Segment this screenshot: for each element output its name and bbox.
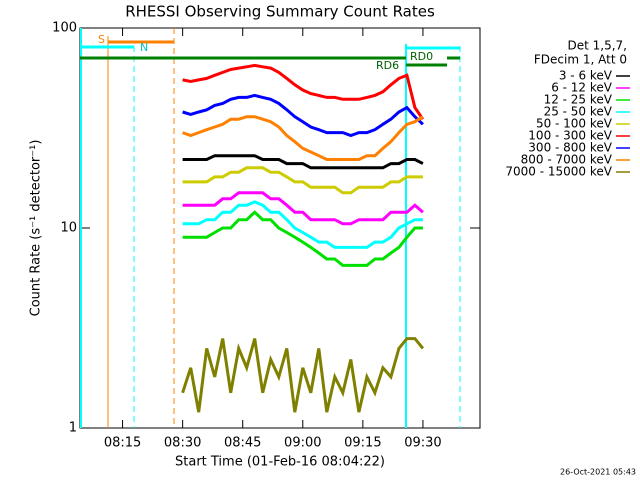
- chart-title: RHESSI Observing Summary Count Rates: [125, 3, 435, 21]
- legend-label: 6 - 12 keV: [551, 81, 613, 95]
- series-line: [182, 200, 423, 249]
- series-line: [182, 191, 424, 226]
- series-line: [182, 93, 424, 138]
- x-tick-label: 09:00: [284, 436, 321, 451]
- y-tick-label: 1: [69, 421, 77, 436]
- series-line: [182, 63, 425, 121]
- y-tick-label: 100: [52, 21, 77, 36]
- x-tick-label: 09:30: [404, 436, 441, 451]
- x-tick-label: 08:45: [224, 436, 261, 451]
- legend-label: 100 - 300 keV: [528, 129, 612, 143]
- series-line: [182, 210, 423, 267]
- x-tick-label: 09:15: [344, 436, 381, 451]
- legend-header: FDecim 1, Att 0: [534, 53, 627, 67]
- footer: 26-Oct-2021 05:43: [560, 468, 636, 477]
- annotation: RD0: [410, 50, 433, 63]
- annotation: N: [140, 41, 148, 54]
- legend-label: 800 - 7000 keV: [521, 153, 613, 167]
- series-line: [182, 115, 424, 161]
- legend-label: 7000 - 15000 keV: [505, 165, 612, 179]
- legend-label: 12 - 25 keV: [544, 93, 613, 107]
- x-axis-label: Start Time (01-Feb-16 08:04:22): [175, 455, 385, 470]
- legend-label: 50 - 100 keV: [536, 117, 613, 131]
- legend-label: 300 - 800 keV: [528, 141, 612, 155]
- x-tick-label: 08:15: [104, 436, 141, 451]
- y-axis-label: Count Rate (s⁻¹ detector⁻¹): [29, 140, 44, 317]
- series-line: [181, 337, 425, 413]
- y-tick-label: 10: [60, 221, 77, 236]
- annotation: RD6: [376, 59, 399, 72]
- legend-label: 3 - 6 keV: [559, 69, 613, 83]
- legend-header: Det 1,5,7,: [568, 39, 628, 53]
- annotation-box: [408, 50, 434, 63]
- series-line: [182, 166, 423, 195]
- annotation: S: [98, 33, 105, 46]
- legend-label: 25 - 50 keV: [544, 105, 613, 119]
- series-line: [182, 154, 424, 170]
- x-tick-label: 08:30: [164, 436, 201, 451]
